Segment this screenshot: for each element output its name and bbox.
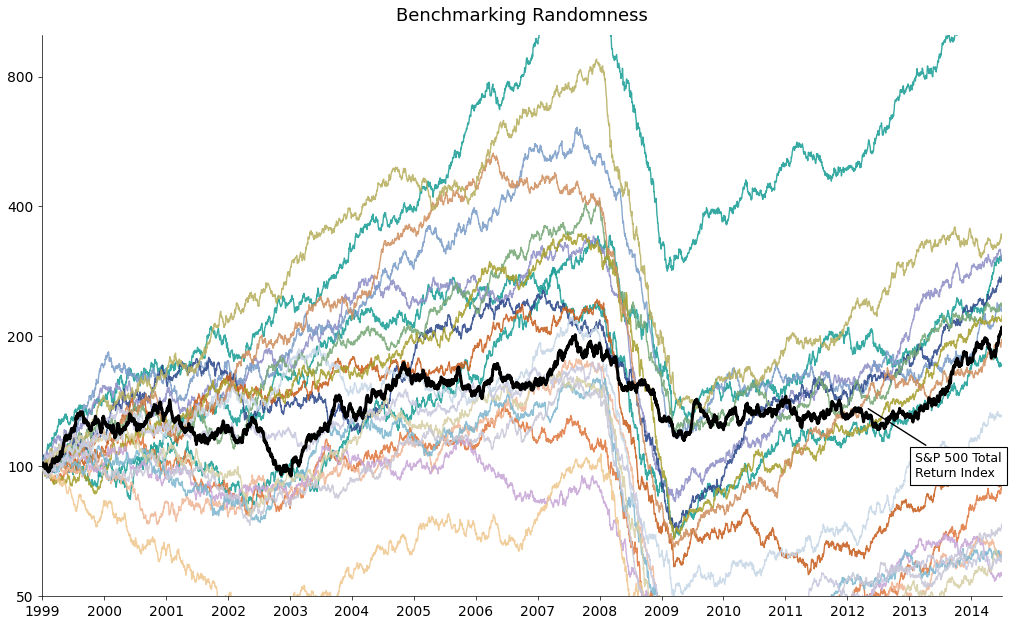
Text: S&P 500 Total
Return Index: S&P 500 Total Return Index bbox=[868, 409, 1002, 480]
Title: Benchmarking Randomness: Benchmarking Randomness bbox=[396, 7, 648, 25]
